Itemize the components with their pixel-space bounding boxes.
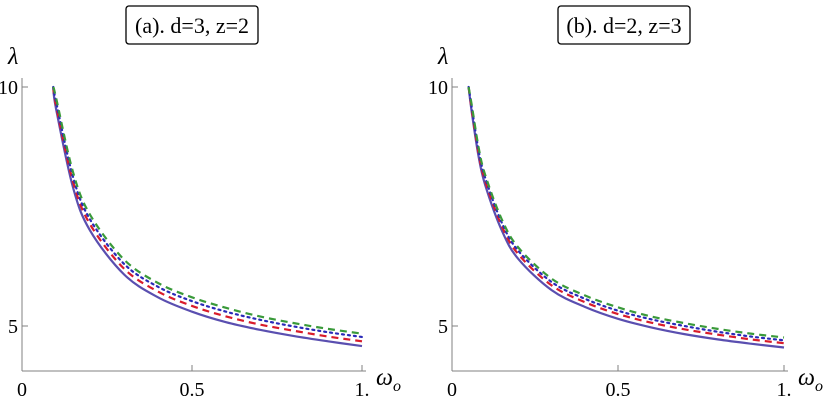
x-axis-label-main: ω — [376, 365, 393, 391]
title-box — [125, 5, 259, 45]
title-box — [557, 5, 691, 45]
x-tick-label: 1. — [777, 379, 792, 401]
x-axis-label: ωo — [798, 365, 823, 395]
series-line-3 — [467, 85, 786, 342]
chart-panel-b: (b). d=2, z=3 λ ωo 5 10 0 0.5 1. — [428, 5, 823, 401]
x-tick-label: 0 — [17, 379, 27, 401]
x-axis-label: ωo — [376, 365, 401, 395]
x-axis-label-subscript: o — [393, 378, 401, 395]
series-line-4 — [52, 86, 363, 335]
x-axis-label-subscript: o — [815, 378, 823, 395]
x-tick-label: 0.5 — [606, 379, 631, 401]
chart-title: (b). d=2, z=3 — [566, 13, 681, 38]
y-tick-label: 5 — [438, 316, 448, 338]
series-line-1 — [52, 86, 363, 348]
series-line-2 — [467, 86, 785, 345]
chart-title: (a). d=3, z=2 — [135, 13, 249, 38]
y-tick-label: 10 — [0, 77, 18, 99]
x-tick-label: 1. — [355, 379, 370, 401]
series-line-4 — [467, 86, 785, 339]
y-axis-label: λ — [437, 44, 448, 70]
y-tick-label: 5 — [8, 316, 18, 338]
x-tick-label: 0 — [447, 379, 457, 401]
chart-panel-a: (a). d=3, z=2 λ ωo 5 10 0 0.5 1. — [0, 5, 401, 401]
x-axis-label-main: ω — [798, 365, 815, 391]
y-axis-label: λ — [7, 44, 18, 70]
series-line-3 — [52, 85, 364, 339]
series-line-2 — [52, 86, 363, 343]
series-line-1 — [467, 86, 785, 349]
x-tick-label: 0.5 — [180, 379, 205, 401]
y-tick-label: 10 — [428, 77, 448, 99]
